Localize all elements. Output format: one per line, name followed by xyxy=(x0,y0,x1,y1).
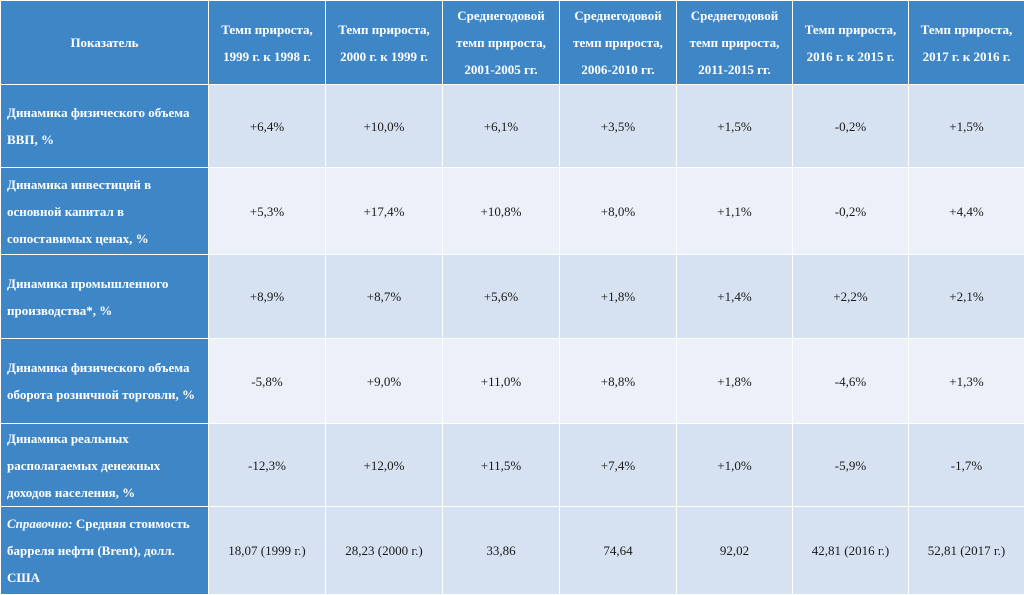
table-cell: +1,4% xyxy=(677,255,793,339)
row-label: Динамика промышленного производства*, % xyxy=(1,255,209,339)
header-row: Показатель Темп прироста, 1999 г. к 1998… xyxy=(1,1,1024,85)
row-label: Динамика реальных располагаемых денежных… xyxy=(1,424,209,507)
table-cell: +11,0% xyxy=(443,339,560,424)
table-cell: +10,8% xyxy=(443,168,560,255)
reference-prefix: Справочно: xyxy=(7,516,73,531)
table-cell: +1,8% xyxy=(560,255,677,339)
table-cell: +1,5% xyxy=(909,85,1024,168)
table-cell: +6,4% xyxy=(209,85,326,168)
header-col-2011-2015: Среднегодовой темп прироста, 2011-2015 г… xyxy=(677,1,793,85)
table-row: Динамика инвестиций в основной капитал в… xyxy=(1,168,1024,255)
table-cell: +1,0% xyxy=(677,424,793,507)
table-cell: +8,8% xyxy=(560,339,677,424)
table-cell: +5,3% xyxy=(209,168,326,255)
table-row: Динамика физического объема ВВП, % +6,4%… xyxy=(1,85,1024,168)
table-cell: +6,1% xyxy=(443,85,560,168)
table-cell: -0,2% xyxy=(793,168,909,255)
table-cell: 52,81 (2017 г.) xyxy=(909,507,1024,595)
table-row: Динамика реальных располагаемых денежных… xyxy=(1,424,1024,507)
table-row: Динамика промышленного производства*, % … xyxy=(1,255,1024,339)
table-cell: +8,7% xyxy=(326,255,443,339)
table-cell: +7,4% xyxy=(560,424,677,507)
row-label: Динамика инвестиций в основной капитал в… xyxy=(1,168,209,255)
header-col-1999: Темп прироста, 1999 г. к 1998 г. xyxy=(209,1,326,85)
table-cell: 42,81 (2016 г.) xyxy=(793,507,909,595)
table-cell: 28,23 (2000 г.) xyxy=(326,507,443,595)
reference-row-label: Справочно: Средняя стоимость барреля неф… xyxy=(1,507,209,595)
header-indicator: Показатель xyxy=(1,1,209,85)
table-cell: -4,6% xyxy=(793,339,909,424)
table-cell: 92,02 xyxy=(677,507,793,595)
table-cell: +11,5% xyxy=(443,424,560,507)
table-cell: 74,64 xyxy=(560,507,677,595)
table-cell: +2,2% xyxy=(793,255,909,339)
table-cell: -5,8% xyxy=(209,339,326,424)
table-cell: +8,9% xyxy=(209,255,326,339)
table-row: Динамика физического объема оборота розн… xyxy=(1,339,1024,424)
header-col-2006-2010: Среднегодовой темп прироста, 2006-2010 г… xyxy=(560,1,677,85)
table-cell: +9,0% xyxy=(326,339,443,424)
table-cell: -1,7% xyxy=(909,424,1024,507)
header-col-2001-2005: Среднегодовой темп прироста, 2001-2005 г… xyxy=(443,1,560,85)
table-cell: 33,86 xyxy=(443,507,560,595)
table-cell: +1,3% xyxy=(909,339,1024,424)
table-cell: +1,1% xyxy=(677,168,793,255)
table-cell: +3,5% xyxy=(560,85,677,168)
table-cell: +2,1% xyxy=(909,255,1024,339)
table-cell: +4,4% xyxy=(909,168,1024,255)
header-col-2017: Темп прироста, 2017 г. к 2016 г. xyxy=(909,1,1024,85)
table-cell: -0,2% xyxy=(793,85,909,168)
table-cell: -12,3% xyxy=(209,424,326,507)
reference-row: Справочно: Средняя стоимость барреля неф… xyxy=(1,507,1024,595)
table-cell: +5,6% xyxy=(443,255,560,339)
table-cell: +1,8% xyxy=(677,339,793,424)
header-col-2000: Темп прироста, 2000 г. к 1999 г. xyxy=(326,1,443,85)
table-cell: -5,9% xyxy=(793,424,909,507)
table-cell: +8,0% xyxy=(560,168,677,255)
table-cell: +1,5% xyxy=(677,85,793,168)
row-label: Динамика физического объема оборота розн… xyxy=(1,339,209,424)
table-cell: 18,07 (1999 г.) xyxy=(209,507,326,595)
table-cell: +17,4% xyxy=(326,168,443,255)
table-cell: +12,0% xyxy=(326,424,443,507)
row-label: Динамика физического объема ВВП, % xyxy=(1,85,209,168)
header-col-2016: Темп прироста, 2016 г. к 2015 г. xyxy=(793,1,909,85)
table-cell: +10,0% xyxy=(326,85,443,168)
